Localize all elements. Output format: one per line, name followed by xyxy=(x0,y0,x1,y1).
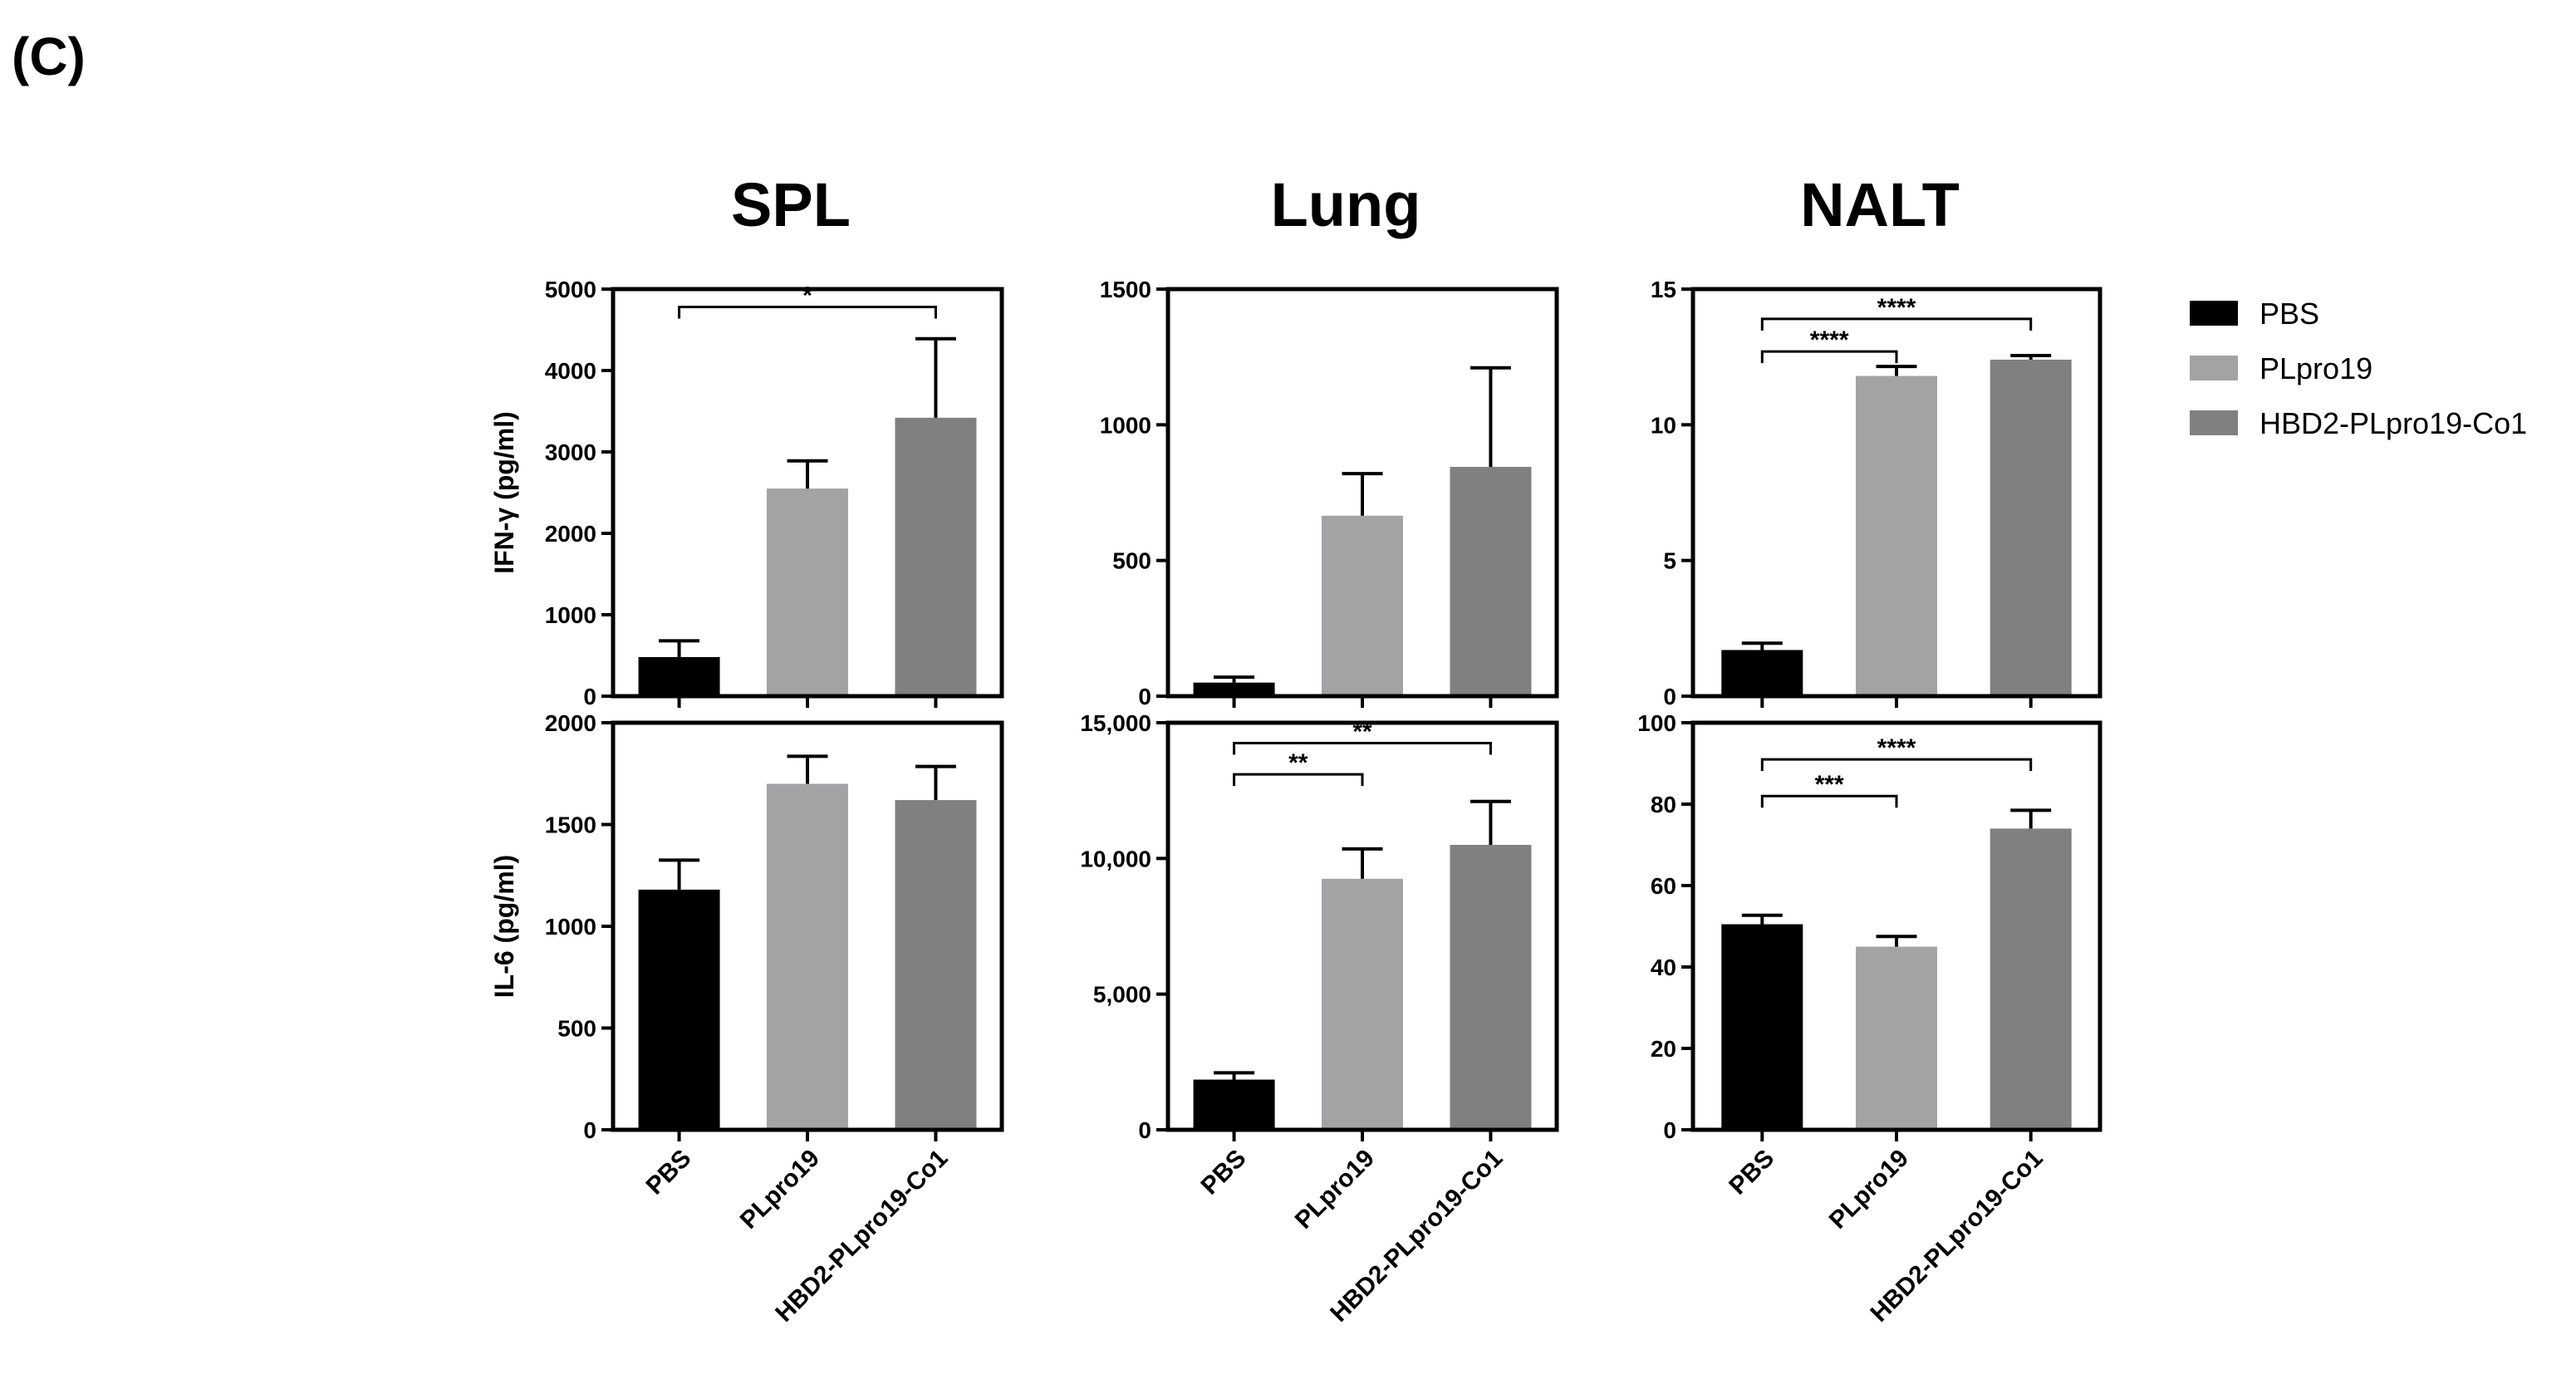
bar-plpro19 xyxy=(767,783,848,1130)
x-category-label: PLpro19 xyxy=(1290,1145,1380,1234)
y-tick-label: 2000 xyxy=(545,521,596,547)
y-tick-label: 4000 xyxy=(545,358,596,384)
y-tick-label: 0 xyxy=(1663,684,1676,709)
y-tick-label: 20 xyxy=(1651,1036,1676,1062)
y-tick-label: 0 xyxy=(1663,1117,1676,1143)
legend-swatch-pbs xyxy=(2190,301,2238,326)
bar-hbd2-plpro19-co1 xyxy=(1450,845,1532,1130)
column-title-spl: SPL xyxy=(731,170,851,239)
x-category-label: PBS xyxy=(1196,1145,1252,1200)
y-tick-label: 1000 xyxy=(1100,412,1151,438)
significance-bracket xyxy=(1760,317,2033,331)
bar-plpro19 xyxy=(1856,375,1937,696)
y-tick-label: 5,000 xyxy=(1093,982,1151,1008)
bar-pbs xyxy=(1721,650,1803,696)
y-tick-label: 5 xyxy=(1663,548,1676,574)
y-tick-label: 15 xyxy=(1651,277,1676,302)
bar-plpro19 xyxy=(1322,515,1403,696)
bar-plpro19 xyxy=(1322,878,1403,1130)
column-title-lung: Lung xyxy=(1271,170,1421,239)
y-tick-label: 5000 xyxy=(545,277,596,302)
chart-1: 0 1000 2000 3000 4000 5000 IFN-γ (pg/ml) * xyxy=(489,277,1004,709)
significance-label: **** xyxy=(1877,294,1916,321)
x-category-label: PLpro19 xyxy=(735,1145,825,1234)
bar-hbd2-plpro19-co1 xyxy=(1990,359,2072,696)
significance-label: **** xyxy=(1877,734,1916,762)
significance-bracket xyxy=(1233,773,1364,787)
y-tick-label: 2000 xyxy=(545,710,596,736)
y-tick-label: 80 xyxy=(1651,792,1676,817)
bar-hbd2-plpro19-co1 xyxy=(1990,828,2072,1130)
significance-label: ** xyxy=(1288,749,1308,777)
y-tick-label: 500 xyxy=(557,1016,596,1042)
y-axis-label: IL-6 (pg/ml) xyxy=(489,855,519,998)
column-titles: SPL Lung NALT xyxy=(731,170,1960,239)
column-title-nalt: NALT xyxy=(1800,170,1960,239)
bar-hbd2-plpro19-co1 xyxy=(895,800,977,1130)
y-tick-label: 0 xyxy=(583,1117,596,1143)
x-category-label: PBS xyxy=(1724,1145,1779,1200)
bar-hbd2-plpro19-co1 xyxy=(1450,466,1532,696)
panel-label: (C) xyxy=(12,27,86,86)
bar-hbd2-plpro19-co1 xyxy=(895,417,977,696)
y-tick-label: 1000 xyxy=(545,914,596,940)
significance-bracket xyxy=(1760,794,1898,808)
bar-plpro19 xyxy=(1856,946,1937,1130)
y-axis-label: IFN-γ (pg/ml) xyxy=(489,411,519,574)
significance-bracket xyxy=(1233,742,1492,755)
legend-label-hbd2-plpro19-co1: HBD2-PLpro19-Co1 xyxy=(2260,406,2527,440)
bar-pbs xyxy=(1193,1079,1275,1130)
chart-3: 0 5 10 15 **** **** xyxy=(1651,277,2103,709)
plot-frame xyxy=(1690,287,2103,699)
y-tick-label: 10,000 xyxy=(1080,846,1151,871)
y-tick-label: 500 xyxy=(1112,548,1151,574)
x-category-label: PBS xyxy=(641,1145,697,1200)
significance-label: *** xyxy=(1815,771,1844,798)
y-tick-label: 1500 xyxy=(1100,277,1151,302)
legend-label-pbs: PBS xyxy=(2260,297,2319,331)
bar-pbs xyxy=(638,889,720,1130)
significance-label: **** xyxy=(1810,326,1849,354)
plot-frame xyxy=(611,287,1004,699)
legend-swatch-plpro19 xyxy=(2190,356,2238,380)
y-tick-label: 40 xyxy=(1651,955,1676,980)
x-category-label: PLpro19 xyxy=(1824,1145,1914,1234)
bar-pbs xyxy=(1721,924,1803,1130)
plot-frame xyxy=(1165,287,1559,699)
legend-label-plpro19: PLpro19 xyxy=(2260,351,2372,385)
significance-label: * xyxy=(802,282,812,310)
y-tick-label: 0 xyxy=(583,684,596,709)
y-tick-label: 1000 xyxy=(545,602,596,628)
y-tick-label: 10 xyxy=(1651,412,1676,438)
chart-2: 0 500 1000 1500 xyxy=(1100,277,1559,709)
plot-frame xyxy=(1690,720,2103,1132)
significance-bracket xyxy=(1760,350,1898,364)
legend: PBS PLpro19 HBD2-PLpro19-Co1 xyxy=(2190,297,2527,440)
plot-frame xyxy=(1165,720,1559,1132)
bar-pbs xyxy=(1193,682,1275,696)
significance-label: ** xyxy=(1352,719,1372,746)
legend-swatch-hbd2-plpro19-co1 xyxy=(2190,410,2238,435)
significance-bracket xyxy=(1760,758,2033,772)
y-tick-label: 0 xyxy=(1138,684,1151,709)
y-tick-label: 60 xyxy=(1651,873,1676,899)
y-tick-label: 3000 xyxy=(545,439,596,465)
bar-pbs xyxy=(638,656,720,696)
y-tick-label: 1500 xyxy=(545,812,596,838)
significance-bracket xyxy=(678,306,937,319)
bar-plpro19 xyxy=(767,488,848,696)
y-tick-label: 15,000 xyxy=(1080,710,1151,736)
y-tick-label: 0 xyxy=(1138,1117,1151,1143)
y-tick-label: 100 xyxy=(1637,710,1676,736)
